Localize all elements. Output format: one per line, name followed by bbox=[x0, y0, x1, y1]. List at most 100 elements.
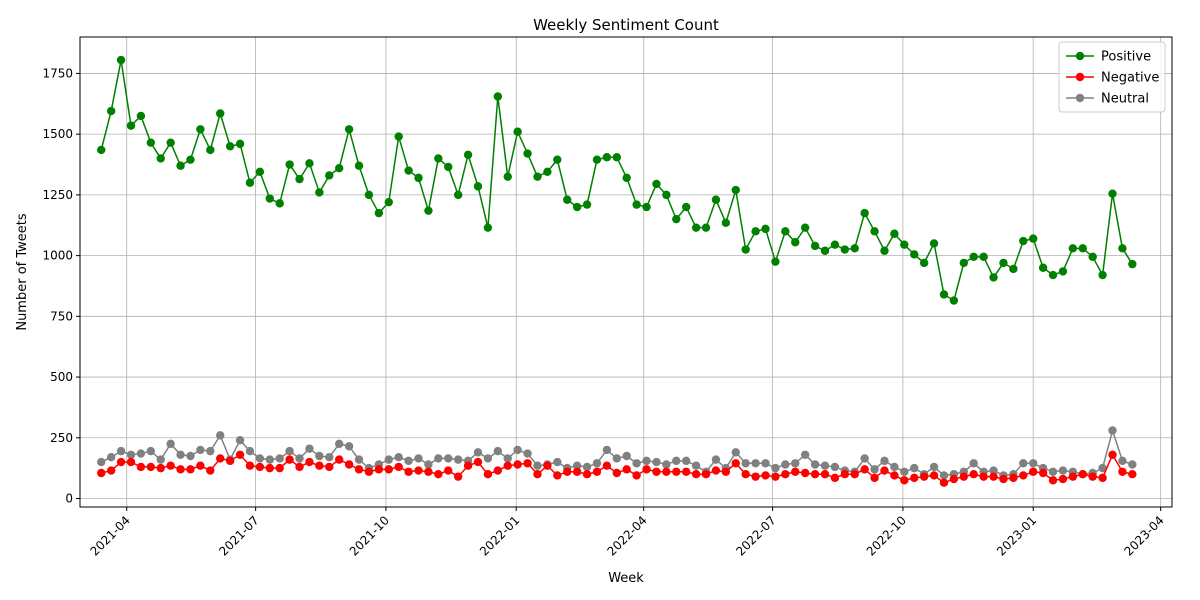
data-point bbox=[672, 214, 681, 224]
data-point bbox=[563, 195, 572, 204]
data-point bbox=[344, 442, 354, 451]
y-axis: 0 250 500 750 1000 1250 1500 1750 bbox=[42, 66, 80, 505]
data-point bbox=[929, 471, 939, 480]
x-tick-label: 2021-10 bbox=[347, 513, 392, 558]
legend-item-neutral: Neutral bbox=[1066, 92, 1149, 107]
data-point bbox=[315, 188, 324, 197]
grid-lines bbox=[80, 37, 1172, 507]
data-point bbox=[1028, 467, 1038, 476]
data-point bbox=[612, 468, 621, 478]
data-point bbox=[176, 465, 185, 474]
data-point bbox=[444, 162, 453, 172]
data-point bbox=[800, 223, 810, 232]
data-point bbox=[1098, 473, 1107, 483]
y-tick-label: 500 bbox=[50, 370, 73, 384]
x-tick-label: 2023-04 bbox=[1121, 513, 1166, 558]
legend-marker bbox=[1075, 51, 1085, 61]
data-point bbox=[662, 467, 671, 476]
data-point bbox=[592, 459, 602, 468]
data-point bbox=[741, 470, 750, 479]
data-point bbox=[632, 459, 641, 468]
data-point bbox=[394, 453, 403, 462]
data-point bbox=[196, 445, 205, 455]
data-point bbox=[553, 457, 562, 467]
data-point bbox=[602, 461, 612, 470]
data-point bbox=[235, 436, 245, 445]
data-point bbox=[354, 161, 364, 170]
data-point bbox=[106, 106, 116, 116]
data-point bbox=[592, 467, 602, 476]
legend-marker bbox=[1075, 72, 1085, 82]
plot-frame bbox=[79, 36, 1173, 508]
data-point bbox=[900, 240, 909, 249]
data-point bbox=[206, 466, 215, 475]
data-point bbox=[553, 471, 562, 480]
data-point bbox=[632, 471, 641, 480]
data-point bbox=[701, 470, 711, 479]
data-point bbox=[285, 446, 294, 456]
data-point bbox=[344, 125, 354, 134]
data-point bbox=[1128, 470, 1137, 479]
data-point bbox=[334, 163, 344, 173]
data-point bbox=[721, 218, 731, 228]
data-point bbox=[493, 466, 503, 475]
data-point bbox=[820, 246, 830, 255]
data-point bbox=[910, 250, 919, 259]
data-point bbox=[305, 159, 314, 168]
data-point bbox=[126, 457, 136, 467]
data-point bbox=[830, 240, 840, 249]
data-point bbox=[156, 463, 165, 473]
data-point bbox=[1019, 236, 1028, 246]
data-point bbox=[681, 202, 691, 212]
data-point bbox=[196, 125, 205, 134]
data-point bbox=[106, 466, 116, 475]
data-point bbox=[354, 455, 364, 464]
data-point bbox=[800, 450, 810, 459]
data-point bbox=[166, 138, 175, 147]
data-point bbox=[374, 465, 384, 474]
data-point bbox=[890, 229, 899, 238]
data-point bbox=[761, 459, 770, 468]
data-point bbox=[592, 155, 602, 164]
data-point bbox=[652, 179, 661, 189]
data-point bbox=[196, 461, 205, 470]
data-point bbox=[979, 472, 988, 481]
data-point bbox=[910, 473, 919, 483]
data-point bbox=[622, 451, 631, 461]
data-point bbox=[602, 153, 612, 162]
data-point bbox=[156, 455, 165, 464]
data-point bbox=[1108, 450, 1117, 459]
y-tick-label: 1750 bbox=[42, 66, 73, 80]
data-point bbox=[1068, 472, 1078, 481]
data-point bbox=[662, 460, 671, 469]
data-point bbox=[354, 465, 364, 474]
data-point bbox=[186, 465, 195, 474]
data-point bbox=[1078, 244, 1087, 253]
data-point bbox=[334, 439, 344, 449]
data-point bbox=[325, 453, 334, 462]
data-point bbox=[939, 478, 949, 487]
data-point bbox=[761, 224, 770, 234]
data-point bbox=[434, 454, 443, 463]
data-point bbox=[404, 467, 413, 476]
data-point bbox=[146, 462, 156, 472]
data-point bbox=[1038, 263, 1048, 272]
data-point bbox=[781, 460, 790, 469]
data-point bbox=[1118, 467, 1127, 476]
data-point bbox=[563, 467, 572, 476]
data-point bbox=[810, 470, 820, 479]
data-point bbox=[1038, 468, 1048, 478]
data-point bbox=[791, 459, 800, 468]
data-point bbox=[414, 466, 423, 475]
data-point bbox=[642, 202, 651, 212]
data-point bbox=[582, 470, 592, 479]
data-point bbox=[116, 55, 126, 65]
data-point bbox=[1098, 463, 1107, 473]
data-point bbox=[295, 462, 304, 472]
data-point bbox=[810, 241, 820, 251]
data-point bbox=[741, 245, 750, 254]
data-point bbox=[166, 439, 175, 449]
data-point bbox=[820, 461, 830, 470]
data-point bbox=[444, 454, 453, 463]
